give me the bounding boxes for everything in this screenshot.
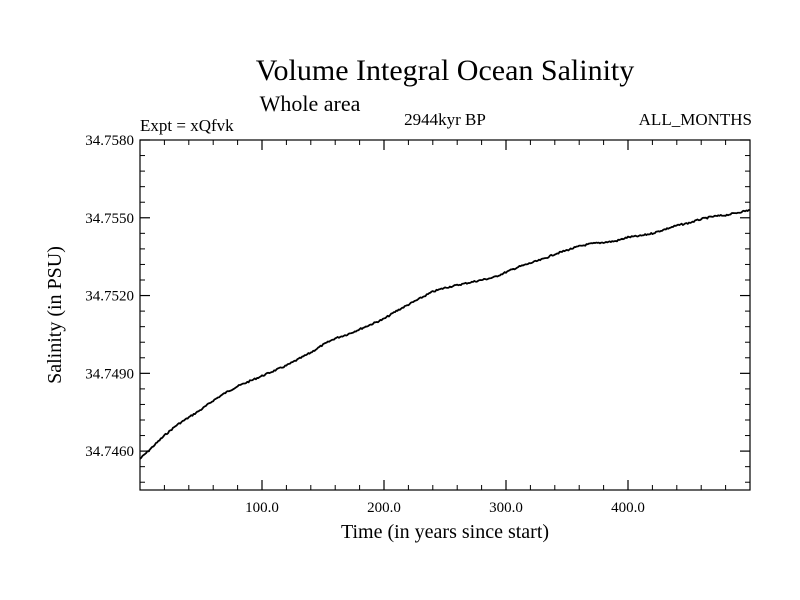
x-tick-label: 100.0 [245, 500, 279, 516]
y-tick-label: 34.7580 [85, 133, 134, 149]
y-tick-label: 34.7490 [85, 366, 134, 382]
chart-subtitle: Whole area [260, 91, 361, 116]
y-tick-label: 34.7550 [85, 211, 134, 227]
x-tick-label: 300.0 [489, 500, 523, 516]
plot-frame [139, 139, 751, 491]
y-axis-label: Salinity (in PSU) [44, 246, 66, 384]
series-group [139, 209, 751, 460]
period-label: 2944kyr BP [404, 110, 486, 129]
experiment-label: Expt = xQfvk [140, 116, 234, 135]
y-tick-label: 34.7520 [85, 289, 134, 305]
x-tick-label: 200.0 [367, 500, 401, 516]
chart-title: Volume Integral Ocean Salinity [256, 54, 635, 87]
y-axis-ticks: 34.7460 34.7490 34.7520 34.7550 34.7580 [85, 133, 750, 460]
months-label: ALL_MONTHS [639, 110, 752, 129]
x-axis-ticks: 100.0 200.0 300.0 400.0 [245, 140, 645, 516]
y-tick-label: 34.7460 [85, 444, 134, 460]
x-axis-label: Time (in years since start) [341, 521, 549, 543]
series-line-salinity [139, 209, 751, 460]
minor-ticks [140, 140, 750, 490]
x-tick-label: 400.0 [611, 500, 645, 516]
